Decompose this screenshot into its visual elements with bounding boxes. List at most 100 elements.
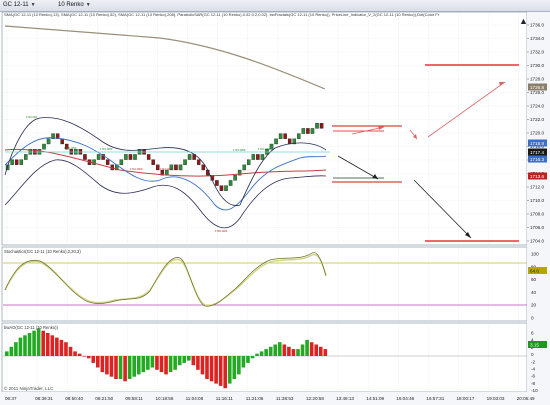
- ao-panel-title: bwAO(GC 12-11 (10 Renko)): [4, 325, 59, 330]
- ao-bar: [200, 356, 205, 375]
- ao-bar: [41, 330, 45, 356]
- ao-bar: [118, 356, 123, 379]
- ao-bar: [105, 356, 109, 375]
- time-tick-label: 11:04:08: [186, 396, 204, 401]
- ao-bar: [100, 356, 105, 373]
- ao-bar: [146, 356, 150, 370]
- stoch-tick-label: 60: [531, 277, 537, 282]
- time-tick-label: 11:21:06: [246, 396, 264, 401]
- price-tick-label: 1726.0: [530, 90, 544, 95]
- ao-bar: [305, 339, 309, 356]
- renko-bar: [278, 133, 283, 139]
- renko-bar: [251, 154, 256, 160]
- ao-bar: [314, 344, 318, 356]
- ao-bar: [273, 344, 278, 356]
- time-tick-label: 18:00:17: [457, 396, 475, 401]
- stoch-badge: [528, 267, 547, 274]
- ao-bar: [36, 328, 41, 356]
- price-tick-label: 1724.0: [530, 104, 544, 109]
- bar-type-selector[interactable]: 10 Renko ▼: [58, 1, 91, 10]
- ao-bar: [64, 342, 68, 356]
- price-badge-label: 1713.6: [530, 174, 544, 179]
- time-tick-label: 16:04:46: [396, 396, 414, 401]
- price-level-label: 1705.1000: [215, 229, 228, 233]
- renko-bar: [169, 164, 174, 171]
- renko-bar: [224, 185, 228, 191]
- time-axis: 06:37 08:39:31 08:50:40 08:21:50 09:58:11 10:…: [5, 396, 535, 401]
- price-level-labels: 1721.000 1719.1050 1719.1050 1719.1050 1719.…: [26, 115, 271, 233]
- stochastics-panel[interactable]: [1, 246, 528, 322]
- price-badge-label: 1716.3: [530, 157, 544, 162]
- ao-bar: [5, 351, 9, 356]
- price-badge-label: 1718.8: [530, 141, 544, 146]
- ao-tick-label: 6: [531, 331, 534, 336]
- renko-bar: [14, 159, 19, 165]
- price-level-label: 1712.1000: [160, 167, 173, 171]
- time-tick-label: 14:51:09: [366, 396, 384, 401]
- price-level-label: 1721.000: [26, 115, 37, 119]
- price-tick-label: 1720.0: [530, 131, 544, 136]
- renko-bar: [83, 154, 87, 160]
- price-tick-label: 1704.0: [530, 239, 544, 244]
- price-tick-label: 1710.0: [530, 198, 544, 203]
- ao-bar: [287, 346, 291, 356]
- renko-bar: [201, 164, 205, 171]
- ao-bar: [259, 351, 264, 356]
- ao-bar: [114, 356, 118, 379]
- price-badge-label: 1726.8: [530, 85, 544, 90]
- renko-bar: [301, 128, 306, 134]
- price-tick-label: 1708.0: [530, 212, 544, 217]
- time-tick-label: 09:58:11: [125, 396, 143, 401]
- price-panel[interactable]: [1, 11, 528, 246]
- price-level-label: 1719.1050: [233, 148, 246, 152]
- renko-bar: [269, 143, 274, 150]
- ao-bar: [32, 330, 36, 356]
- ao-bar: [232, 356, 237, 379]
- ao-bar: [227, 356, 232, 384]
- chevron-down-icon: ▼: [30, 2, 36, 8]
- price-level-label: 1719.1050: [258, 147, 271, 151]
- renko-bar: [228, 180, 233, 186]
- price-tick-label: 1730.0: [530, 63, 544, 68]
- renko-bar: [274, 138, 278, 145]
- time-tick-label: 10:18:56: [156, 396, 174, 401]
- price-badge: [528, 148, 547, 156]
- ao-bar: [77, 353, 82, 356]
- ao-panel[interactable]: [1, 322, 528, 393]
- price-tick-label: 1732.0: [530, 50, 544, 55]
- renko-bar: [51, 133, 55, 139]
- renko-bar: [260, 154, 265, 160]
- ao-bar: [18, 337, 23, 356]
- renko-bar: [306, 128, 310, 134]
- instrument-selector[interactable]: GC 12-11 ▼: [3, 1, 36, 10]
- renko-bar: [24, 154, 28, 160]
- price-tick-label: 1734.0: [530, 36, 544, 41]
- annotation-drawings[interactable]: [332, 64, 519, 242]
- price-badge: [528, 172, 547, 180]
- ao-bar: [96, 356, 100, 368]
- grid-lines: [3, 13, 527, 392]
- time-tick-label: 06:37: [5, 396, 17, 401]
- renko-bar: [215, 180, 219, 186]
- price-badge: [528, 83, 547, 91]
- ao-bar: [182, 356, 187, 363]
- ao-bar: [250, 356, 255, 359]
- time-tick-label: 12:20:58: [306, 396, 324, 401]
- stochastics-panel-title: Stochastics(GC 12-11 (10 Renko),2,20,3): [4, 249, 81, 254]
- stoch-tick-label: 0: [531, 316, 534, 321]
- time-tick-label: 08:21:50: [95, 396, 113, 401]
- ao-bar: [196, 356, 200, 370]
- instrument-label: GC 12-11: [3, 2, 29, 8]
- renko-bar: [187, 154, 192, 160]
- sma-208-line: [4, 25, 326, 90]
- ao-bar: [164, 356, 168, 375]
- ao-bar: [223, 356, 227, 389]
- stoch-k-line: [4, 252, 327, 307]
- ao-bar: [136, 356, 141, 375]
- price-axis-background: [527, 12, 550, 392]
- price-level-label: 1712.1000: [130, 167, 143, 171]
- ao-bar: [150, 356, 155, 368]
- renko-bar: [133, 154, 137, 160]
- price-tick-label: 1728.0: [530, 77, 544, 82]
